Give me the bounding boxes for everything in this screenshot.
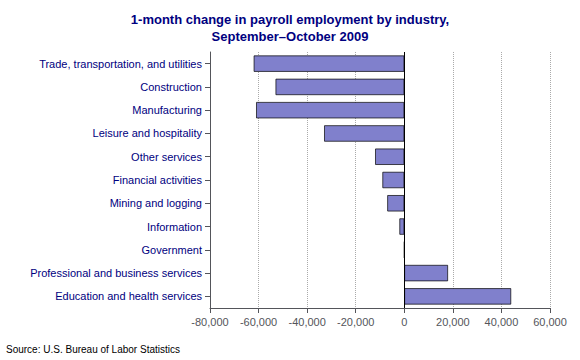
svg-text:Information: Information <box>147 221 202 233</box>
svg-text:Professional and business serv: Professional and business services <box>30 267 202 279</box>
svg-text:-20,000: -20,000 <box>337 316 374 328</box>
svg-text:Leisure and hospitality: Leisure and hospitality <box>93 127 203 139</box>
svg-text:Construction: Construction <box>140 81 202 93</box>
svg-text:Financial activities: Financial activities <box>113 174 203 186</box>
svg-text:-60,000: -60,000 <box>240 316 277 328</box>
svg-text:20,000: 20,000 <box>436 316 470 328</box>
svg-text:Manufacturing: Manufacturing <box>132 104 202 116</box>
svg-text:-80,000: -80,000 <box>191 316 228 328</box>
svg-text:Mining and logging: Mining and logging <box>110 197 202 209</box>
svg-text:Government: Government <box>141 244 202 256</box>
svg-text:September–October 2009: September–October 2009 <box>212 29 369 44</box>
svg-text:1-month change in payroll empl: 1-month change in payroll employment by … <box>131 12 449 27</box>
svg-text:Other services: Other services <box>131 151 202 163</box>
svg-text:-40,000: -40,000 <box>288 316 325 328</box>
svg-text:Education and health services: Education and health services <box>55 290 202 302</box>
svg-text:Source: U.S. Bureau of Labor S: Source: U.S. Bureau of Labor Statistics <box>6 344 180 355</box>
svg-text:60,000: 60,000 <box>533 316 567 328</box>
svg-text:40,000: 40,000 <box>485 316 519 328</box>
svg-text:Trade, transportation, and uti: Trade, transportation, and utilities <box>39 58 202 70</box>
svg-text:0: 0 <box>401 316 407 328</box>
